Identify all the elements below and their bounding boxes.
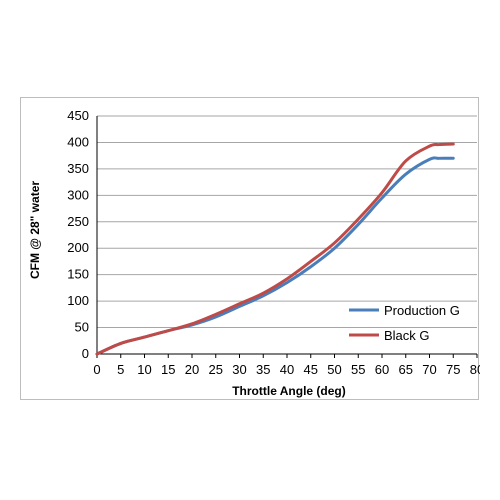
x-tick-label-45: 45 <box>304 362 318 377</box>
y-axis-label: CFM @ 28" water <box>28 181 42 279</box>
y-tick-label-250: 250 <box>67 214 89 229</box>
chart-frame: 0 50 100 150 200 250 300 350 400 450 0 5 10 15 20 25 30… <box>20 97 480 400</box>
y-tick-label-100: 100 <box>67 293 89 308</box>
legend-label-0: Production G <box>384 303 460 318</box>
legend: Production G Black G <box>349 303 460 343</box>
x-tick-label-30: 30 <box>232 362 246 377</box>
y-tick-label-300: 300 <box>67 187 89 202</box>
x-tick-label-65: 65 <box>399 362 413 377</box>
x-tick-label-40: 40 <box>280 362 294 377</box>
x-tick-labels: 0 5 10 15 20 25 30 35 40 45 50 55 60 65 70 75 80 <box>93 362 480 377</box>
x-tick-label-80: 80 <box>470 362 480 377</box>
series-lines <box>95 142 455 356</box>
x-tick-label-50: 50 <box>327 362 341 377</box>
x-tick-label-25: 25 <box>209 362 223 377</box>
y-tick-label-150: 150 <box>67 267 89 282</box>
x-axis-label: Throttle Angle (deg) <box>232 384 346 398</box>
x-tick-label-70: 70 <box>422 362 436 377</box>
chart: 0 50 100 150 200 250 300 350 400 450 0 5 10 15 20 25 30… <box>28 108 480 398</box>
gridlines <box>97 115 477 329</box>
x-tick-label-15: 15 <box>161 362 175 377</box>
y-tick-labels: 0 50 100 150 200 250 300 350 400 450 <box>67 108 89 361</box>
x-tick-label-35: 35 <box>256 362 270 377</box>
x-tick-label-75: 75 <box>446 362 460 377</box>
x-tick-label-60: 60 <box>375 362 389 377</box>
x-tick-label-0: 0 <box>93 362 100 377</box>
x-tick-label-20: 20 <box>185 362 199 377</box>
y-tick-label-450: 450 <box>67 108 89 123</box>
x-tick-label-10: 10 <box>137 362 151 377</box>
x-tick-label-5: 5 <box>117 362 124 377</box>
y-tick-label-50: 50 <box>75 320 89 335</box>
series-line-1 <box>95 142 455 356</box>
y-tick-label-350: 350 <box>67 161 89 176</box>
y-tick-label-200: 200 <box>67 240 89 255</box>
y-tick-label-0: 0 <box>82 346 89 361</box>
legend-label-1: Black G <box>384 328 430 343</box>
series-line-0 <box>95 156 455 356</box>
x-tick-label-55: 55 <box>351 362 365 377</box>
y-tick-label-400: 400 <box>67 134 89 149</box>
